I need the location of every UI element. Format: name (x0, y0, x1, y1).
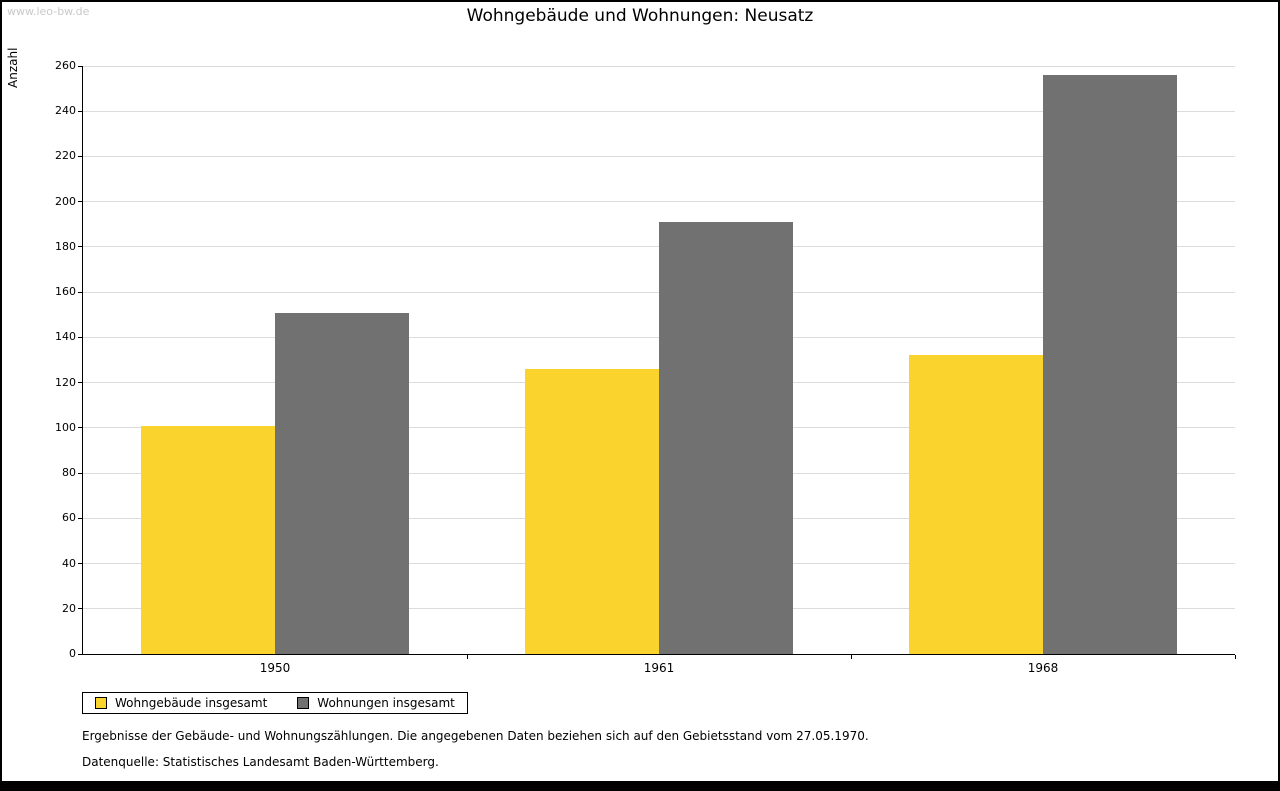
y-tick-mark (78, 517, 82, 519)
y-tick-label: 0 (69, 647, 76, 660)
gridline (83, 110, 1235, 112)
y-tick-label: 60 (62, 511, 76, 525)
bar (659, 222, 793, 654)
y-tick-label: 140 (55, 330, 76, 344)
y-tick-mark (78, 201, 82, 203)
y-tick-mark (78, 110, 82, 112)
y-tick-mark (78, 246, 82, 248)
gridline (83, 155, 1235, 157)
y-tick-mark (78, 291, 82, 293)
footer-source: Datenquelle: Statistisches Landesamt Bad… (82, 755, 439, 769)
y-tick-label: 80 (62, 466, 76, 480)
y-tick-mark (78, 382, 82, 384)
x-axis-boundary-tick (850, 655, 852, 659)
x-axis-boundary-tick (1234, 655, 1236, 659)
y-tick-label: 120 (55, 375, 76, 389)
y-tick-mark (78, 336, 82, 338)
bar (141, 425, 275, 654)
y-tick-label: 220 (55, 149, 76, 163)
legend-swatch (297, 697, 310, 709)
y-tick-mark (78, 472, 82, 474)
y-tick-mark (78, 608, 82, 610)
legend-swatch (95, 697, 107, 709)
y-tick-mark (78, 563, 82, 565)
legend-label: Wohngebäude insgesamt (115, 696, 268, 710)
y-tick-mark (78, 65, 82, 67)
legend: Wohngebäude insgesamt Wohnungen insgesamt (82, 692, 468, 714)
legend-label: Wohnungen insgesamt (317, 696, 455, 710)
x-tick-label: 1961 (643, 661, 675, 675)
bar (1043, 75, 1177, 654)
y-tick-label: 260 (55, 59, 76, 72)
gridline (83, 65, 1235, 67)
watermark: www.leo-bw.de (7, 5, 90, 18)
y-tick-label: 100 (55, 420, 76, 434)
legend-item: Wohngebäude insgesamt (95, 696, 267, 710)
y-tick-mark (78, 653, 82, 655)
footer-note: Ergebnisse der Gebäude- und Wohnungszähl… (82, 729, 869, 743)
bar (525, 369, 659, 654)
y-tick-label: 240 (55, 104, 76, 118)
x-axis-boundary-tick (466, 655, 468, 659)
bar (275, 312, 409, 654)
plot-area: 1950 1961 1968 (82, 65, 1236, 675)
y-tick-label: 20 (62, 601, 76, 615)
y-tick-mark (78, 427, 82, 429)
x-tick-label: 1968 (1027, 661, 1059, 675)
bar (909, 355, 1043, 654)
chart-title: Wohngebäude und Wohnungen: Neusatz (466, 6, 814, 26)
legend-item: Wohnungen insgesamt (297, 696, 455, 710)
y-tick-label: 200 (55, 194, 76, 208)
y-axis-label: Anzahl (6, 47, 20, 88)
x-tick-label: 1950 (259, 661, 291, 675)
y-tick-label: 40 (62, 556, 76, 570)
y-tick-mark (78, 155, 82, 157)
gridline (83, 201, 1235, 203)
y-tick-label: 160 (55, 285, 76, 299)
y-tick-label: 180 (55, 239, 76, 253)
